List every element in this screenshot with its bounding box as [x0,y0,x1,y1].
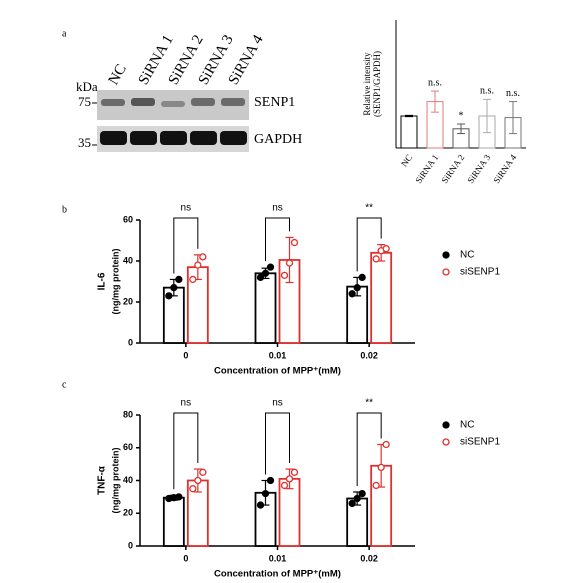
data-point [280,481,289,490]
data-point [266,476,275,485]
data-point [194,476,202,485]
data-point [280,271,289,280]
y-tick-label: 60 [123,442,133,452]
x-tick-label: 0 [183,553,188,563]
data-point [290,468,299,476]
legend-marker [442,251,450,259]
protein-label: GAPDH [254,132,302,147]
significance-label: ns [272,398,283,409]
y-tick-label: 20 [123,296,133,306]
significance-label: ns [181,398,192,409]
data-point [285,475,294,483]
x-tick-label: 0.02 [360,350,378,360]
y-tick-label: 80 [123,409,133,419]
size-marker: 35 [78,135,91,150]
significance-label: * [459,110,464,121]
data-point [353,494,361,503]
x-tick-label: 0.01 [269,553,287,563]
data-point [382,440,390,449]
data-point [382,245,390,253]
data-point [285,259,294,267]
x-tick-label: 0.01 [269,350,287,360]
x-tick-label: 0.02 [360,553,378,563]
data-point [372,481,380,490]
y-axis-label: Relative intensity [362,52,372,116]
legend-label: siSENP1 [460,267,500,278]
protein-label: SENP1 [254,95,295,110]
panel-label: b [62,204,67,215]
data-point [189,275,197,284]
x-axis-label: Concentration of MPP⁺(mM) [214,569,341,580]
significance-label: n.s. [506,88,520,99]
data-point [266,263,275,271]
y-axis-label: (SENP1/GAPDH) [372,51,382,117]
data-point [256,273,265,282]
significance-bracket [173,412,199,490]
data-point [358,273,366,282]
bar [254,272,277,344]
data-point [170,283,178,292]
legend-label: NC [460,250,474,261]
panel-label: a [62,28,67,39]
data-point [377,463,385,472]
significance-label: ** [365,398,373,409]
data-point [261,489,270,498]
y-tick-label: 0 [128,540,133,550]
data-point [199,468,207,476]
bar [400,115,418,149]
significance-bracket [173,217,199,274]
data-point [353,283,361,292]
legend-marker [442,421,450,429]
y-tick-label: 0 [128,337,133,347]
significance-bracket [356,217,382,272]
size-unit: kDa [76,79,98,94]
data-point [165,292,173,300]
senp1-bands [101,98,245,107]
panel-label: c [62,379,67,390]
y-axis-label: (ng/mg protein) [110,249,120,315]
x-axis-label: Concentration of MPP⁺(mM) [214,366,341,377]
data-point [256,501,265,509]
data-point [189,485,197,493]
y-tick-label: 40 [123,255,133,265]
blot: a kDa 75 35 SENP1 GAPDH [62,28,302,152]
data-point [348,290,356,298]
legend-label: siSENP1 [460,437,500,448]
y-axis-label: IL-6 [97,272,108,290]
bar [370,251,393,344]
significance-label: ** [365,203,373,214]
x-tick-label: 0 [183,350,188,360]
significance-label: n.s. [428,77,442,88]
significance-label: n.s. [480,86,494,97]
significance-bracket [356,412,382,486]
data-point [261,269,270,277]
data-point [372,255,380,263]
data-point [290,238,299,247]
legend-marker [442,268,450,276]
data-point [194,261,202,269]
y-tick-label: 20 [123,508,133,518]
data-point [175,275,183,284]
data-point [199,253,207,261]
y-axis-label: TNF-α [97,465,108,495]
y-tick-label: 40 [123,475,133,485]
significance-label: ns [181,203,192,214]
significance-label: ns [272,203,283,214]
bar [162,496,185,547]
legend-marker [442,438,450,446]
significance-bracket [265,412,290,475]
significance-bracket [265,217,290,262]
y-tick-label: 60 [123,214,133,224]
gapdh-bands [100,131,247,145]
data-point [175,493,183,501]
y-axis-label: (ng/mg protein) [110,448,120,514]
size-marker: 75 [78,94,91,109]
legend-label: NC [460,420,474,431]
data-point [358,489,366,498]
data-point [348,499,356,508]
